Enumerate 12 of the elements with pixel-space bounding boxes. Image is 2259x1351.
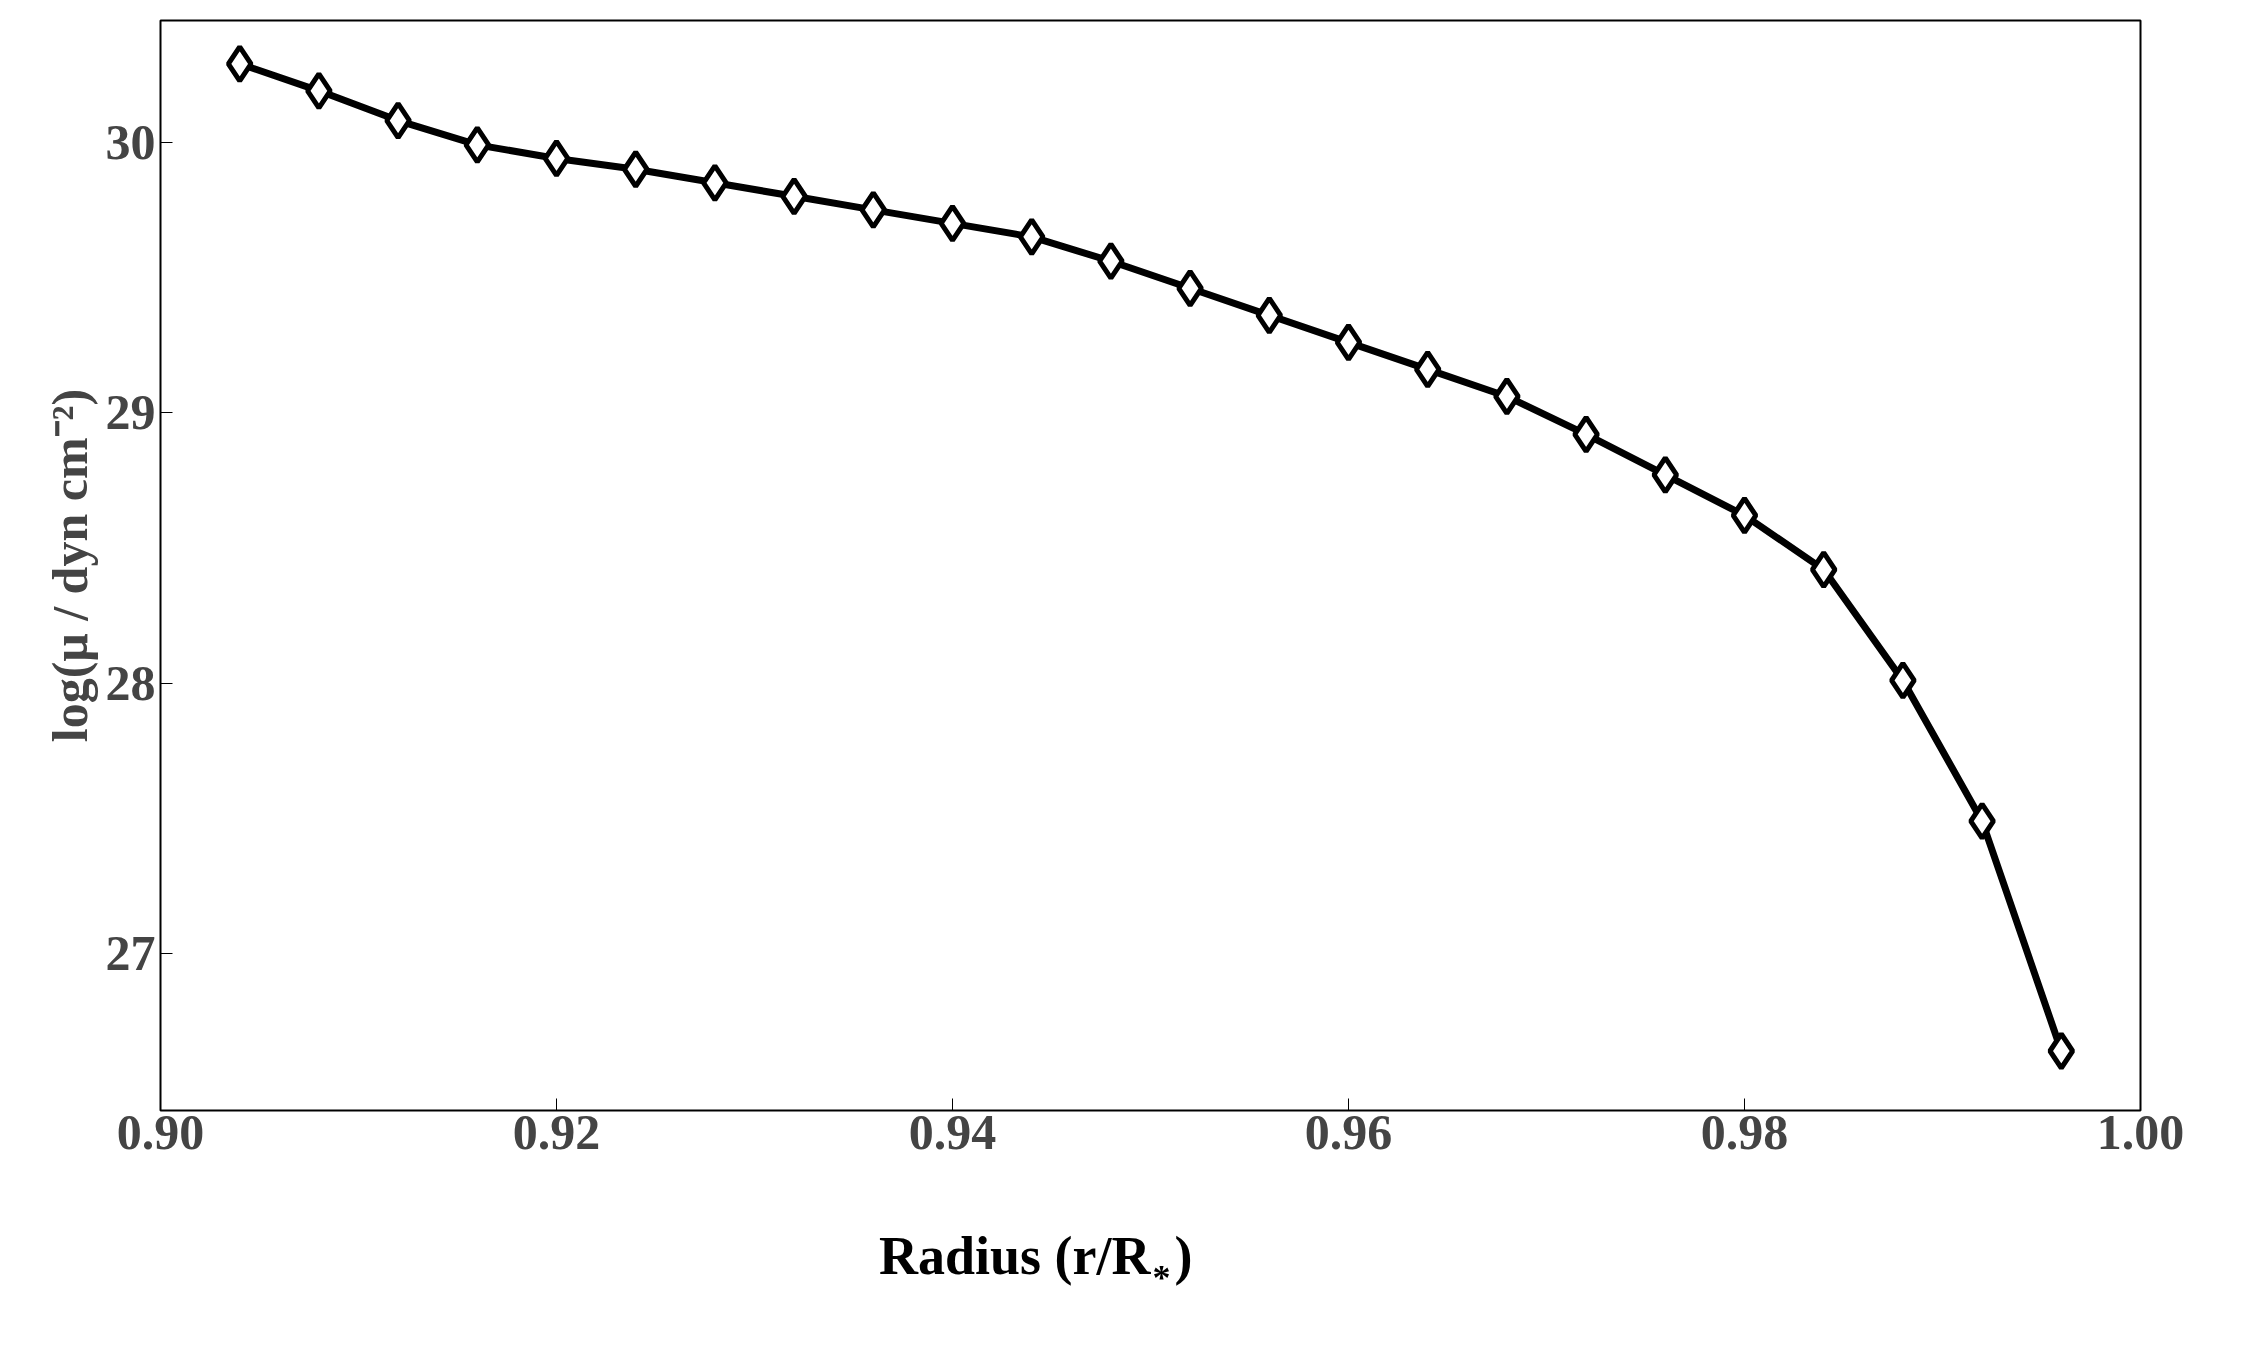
y-tick-label: 28: [105, 654, 156, 711]
x-tick-label: 0.96: [1304, 1103, 1393, 1160]
y-axis-title: log(μ / dyn cm⁻²): [41, 388, 98, 743]
y-tick-label: 29: [105, 384, 156, 441]
y-tick-label: 27: [105, 925, 156, 982]
x-tick-label: 0.94: [908, 1103, 997, 1160]
x-tick-label: 0.98: [1700, 1103, 1789, 1160]
x-axis-title: Radius (r/R*): [878, 1225, 1193, 1298]
x-tick-label: 0.90: [116, 1103, 205, 1160]
x-tick-label: 0.92: [512, 1103, 601, 1160]
x-tick-label: 1.00: [2096, 1103, 2185, 1160]
y-tick-label: 30: [105, 113, 156, 170]
